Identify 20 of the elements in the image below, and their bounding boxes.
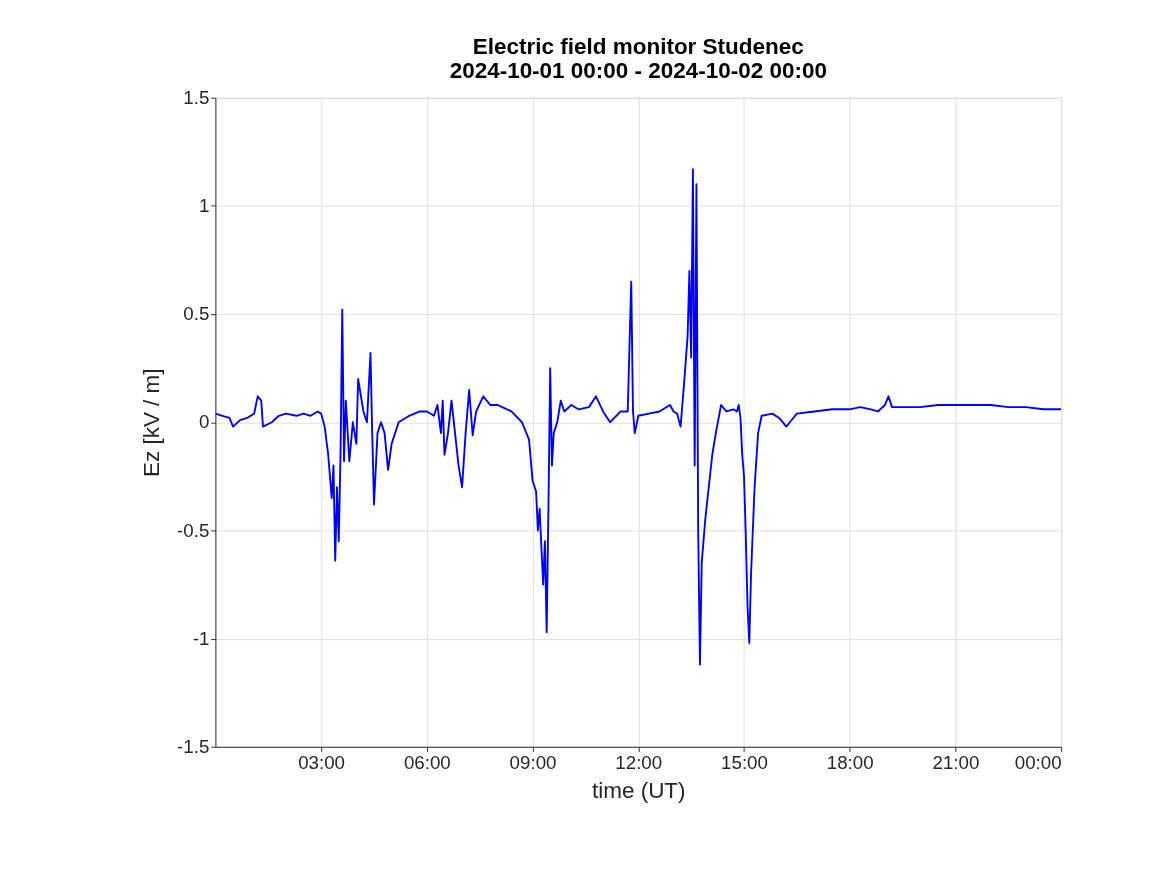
x-tick-label: 21:00	[932, 751, 980, 773]
x-axis-title: time (UT)	[591, 777, 686, 803]
x-tick-label: 00:00	[1014, 751, 1062, 773]
line-series	[215, 168, 1062, 666]
y-axis-title: Ez [kV / m]	[139, 368, 165, 478]
text: 2024-10-01 00:00 - 2024-10-02 00:00	[449, 58, 827, 84]
y-tick-label: 0	[198, 411, 210, 433]
y-tick-label: 1.5	[183, 86, 210, 108]
y-tick-label: -1	[192, 627, 210, 649]
y-tick-label: -1.5	[177, 735, 210, 757]
y-tick-label: 1	[198, 195, 210, 217]
x-tick-label: 15:00	[721, 751, 768, 773]
y-tick-label: -0.5	[177, 519, 210, 541]
x-tick-label: 12:00	[615, 751, 663, 773]
x-tick-label: 18:00	[826, 751, 874, 773]
x-tick-label: 03:00	[298, 751, 346, 773]
x-tick-label: 06:00	[403, 751, 451, 773]
text: Electric field monitor Studenec	[472, 33, 804, 59]
x-tick-label: 09:00	[509, 751, 557, 773]
y-tick-label: 0.5	[183, 303, 210, 325]
